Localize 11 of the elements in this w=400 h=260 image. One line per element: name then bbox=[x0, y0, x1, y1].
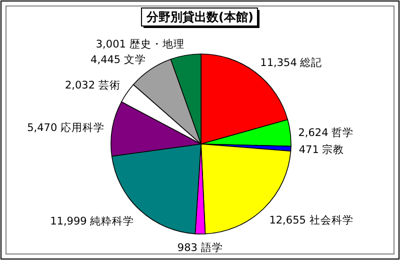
slice-label: 12,655 社会科学 bbox=[269, 213, 354, 226]
slice-label: 3,001 歴史・地理 bbox=[96, 37, 184, 50]
chart-title: 分野別貸出数(本館) bbox=[146, 10, 254, 24]
slice-label: 11,354 総記 bbox=[260, 56, 322, 69]
slice-label: 5,470 応用科学 bbox=[27, 120, 105, 134]
slice-label: 2,032 芸術 bbox=[64, 78, 120, 92]
slice-label: 471 宗教 bbox=[298, 143, 344, 156]
slice-label: 2,624 哲学 bbox=[298, 126, 354, 139]
slice-label: 4,445 文学 bbox=[90, 52, 146, 66]
slice-label: 983 語学 bbox=[177, 240, 223, 254]
slice-label: 11,999 純粋科学 bbox=[50, 216, 134, 228]
